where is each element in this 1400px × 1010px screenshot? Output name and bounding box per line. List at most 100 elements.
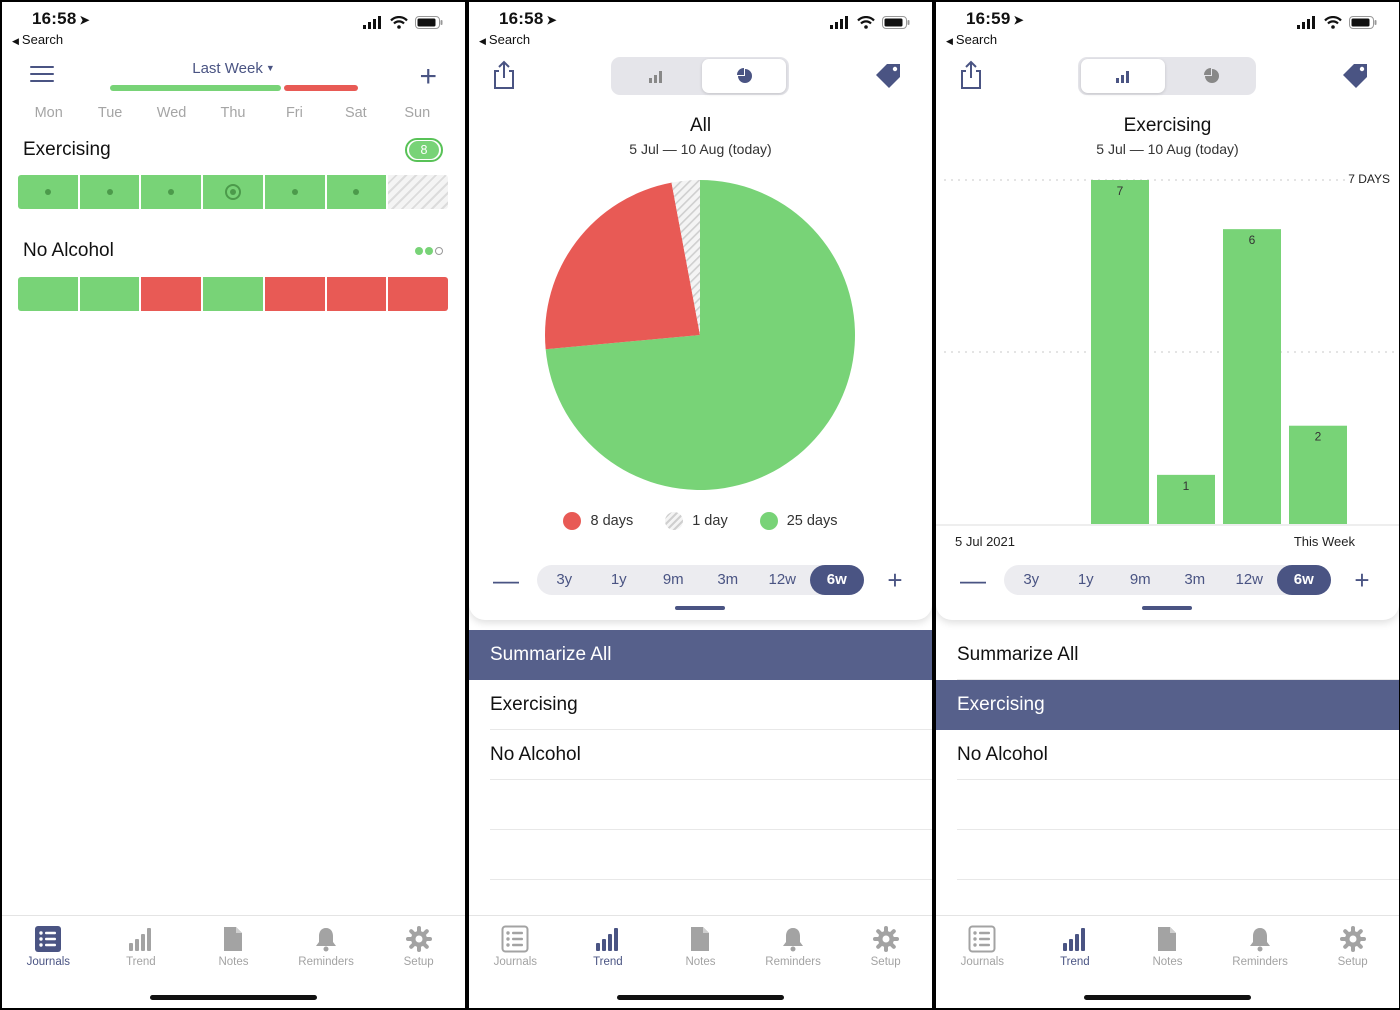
day-cell[interactable] [264, 175, 327, 209]
back-to-search-link[interactable]: ◀ Search [12, 32, 63, 47]
tab-setup[interactable]: Setup [1306, 916, 1399, 1008]
entry-dot-icon [106, 189, 113, 195]
day-cell[interactable] [79, 277, 142, 311]
list-item-summarize-all[interactable]: Summarize All [469, 630, 932, 680]
list-item-no-alcohol[interactable]: No Alcohol [469, 730, 932, 780]
day-cell[interactable] [141, 175, 204, 209]
pie-chart-toggle[interactable] [1167, 57, 1256, 95]
status-icons [830, 16, 910, 29]
tab-notes[interactable]: Notes [654, 916, 747, 1008]
journals-icon [968, 925, 996, 953]
back-to-search-link[interactable]: ◀ Search [946, 32, 997, 47]
tab-setup[interactable]: Setup [372, 916, 465, 1008]
bar[interactable] [1289, 425, 1347, 524]
journal-title-no-alcohol[interactable]: No Alcohol [23, 240, 114, 261]
range-option-3m[interactable]: 3m [717, 571, 739, 588]
day-cell[interactable] [326, 175, 389, 209]
pie-slice [671, 180, 700, 335]
bar-value-label: 6 [1249, 233, 1256, 247]
range-option-1y[interactable]: 1y [610, 571, 627, 588]
bar[interactable] [1157, 474, 1215, 524]
range-option-6w[interactable]: 6w [1276, 565, 1331, 595]
range-option-12w[interactable]: 12w [768, 571, 797, 588]
zoom-in-button[interactable]: + [1354, 565, 1370, 595]
wifi-icon [857, 16, 875, 29]
share-icon[interactable] [491, 60, 517, 90]
signal-icon [830, 16, 848, 29]
range-option-9m[interactable]: 9m [1129, 571, 1151, 588]
range-option-1y[interactable]: 1y [1077, 571, 1094, 588]
tab-trend[interactable]: Trend [562, 916, 655, 1008]
list-item-exercising[interactable]: Exercising [936, 680, 1399, 730]
tab-reminders[interactable]: Reminders [1214, 916, 1307, 1008]
tag-icon[interactable] [874, 62, 902, 88]
day-cell[interactable] [388, 175, 448, 209]
tab-journals[interactable]: Journals [469, 916, 562, 1008]
zoom-in-button[interactable]: + [887, 565, 903, 595]
day-cell[interactable] [18, 175, 80, 209]
day-cell[interactable] [79, 175, 142, 209]
chevron-down-icon: ▼ [265, 63, 275, 73]
tab-trend[interactable]: Trend [1029, 916, 1122, 1008]
list-item-summarize-all[interactable]: Summarize All [936, 630, 1399, 680]
zoom-out-button[interactable]: — [960, 565, 986, 595]
day-cell[interactable] [141, 277, 204, 311]
add-journal-button[interactable]: + [419, 60, 437, 93]
pie-chart-toggle[interactable] [700, 57, 789, 95]
day-cell[interactable] [264, 277, 327, 311]
tab-setup[interactable]: Setup [839, 916, 932, 1008]
time-range-selector: — 3y 1y 9m 3m 12w 6w + [960, 565, 1375, 595]
entry-dot-icon [291, 189, 298, 195]
tab-trend[interactable]: Trend [95, 916, 188, 1008]
menu-icon[interactable] [30, 66, 54, 86]
range-option-3y[interactable]: 3y [556, 571, 573, 588]
list-item-exercising[interactable]: Exercising [469, 680, 932, 730]
tab-journals[interactable]: Journals [936, 916, 1029, 1008]
share-icon[interactable] [958, 60, 984, 90]
pie-chart [545, 180, 855, 490]
legend-swatch-green [759, 512, 778, 530]
weekday-wed: Wed [156, 105, 187, 121]
tab-journals[interactable]: Journals [2, 916, 95, 1008]
day-cell[interactable] [203, 175, 265, 209]
journal-row-exercising [18, 175, 448, 209]
range-option-9m[interactable]: 9m [662, 571, 684, 588]
legend-swatch-red [563, 512, 582, 530]
day-cell[interactable] [203, 277, 265, 311]
tag-icon[interactable] [1341, 62, 1369, 88]
tab-reminders[interactable]: Reminders [280, 916, 373, 1008]
zoom-out-button[interactable]: — [493, 565, 519, 595]
period-selector[interactable]: Last Week ▼ [2, 60, 465, 77]
back-label: Search [21, 32, 64, 47]
day-cell[interactable] [388, 277, 448, 311]
trend-icon [128, 928, 151, 951]
tab-bar: Journals Trend Notes Reminders Setup [469, 915, 932, 1008]
range-option-3m[interactable]: 3m [1184, 571, 1206, 588]
drag-handle[interactable] [1142, 606, 1192, 610]
list-item-no-alcohol[interactable]: No Alcohol [936, 730, 1399, 780]
bar[interactable] [1223, 229, 1281, 524]
entry-dot-icon [44, 189, 51, 195]
drag-handle[interactable] [675, 606, 725, 610]
day-cell[interactable] [326, 277, 389, 311]
range-option-3y[interactable]: 3y [1023, 571, 1040, 588]
back-to-search-link[interactable]: ◀ Search [479, 32, 530, 47]
weekday-sat: Sat [344, 105, 367, 121]
journals-icon [501, 925, 529, 953]
notes-icon [691, 927, 710, 951]
tab-reminders[interactable]: Reminders [747, 916, 840, 1008]
x-axis-start-label: 5 Jul 2021 [955, 534, 1015, 549]
tab-notes[interactable]: Notes [187, 916, 280, 1008]
day-cell[interactable] [18, 277, 80, 311]
bar-chart-toggle[interactable] [611, 57, 700, 95]
notes-icon [1158, 927, 1177, 951]
range-option-6w[interactable]: 6w [809, 565, 864, 595]
location-arrow-icon: ➤ [546, 13, 557, 27]
bar[interactable] [1091, 180, 1149, 524]
tab-notes[interactable]: Notes [1121, 916, 1214, 1008]
journal-title-exercising[interactable]: Exercising [23, 139, 111, 160]
tab-label: Setup [1337, 956, 1368, 968]
range-option-12w[interactable]: 12w [1235, 571, 1264, 588]
tab-label: Journals [26, 956, 71, 968]
bar-chart-toggle[interactable] [1078, 57, 1167, 95]
